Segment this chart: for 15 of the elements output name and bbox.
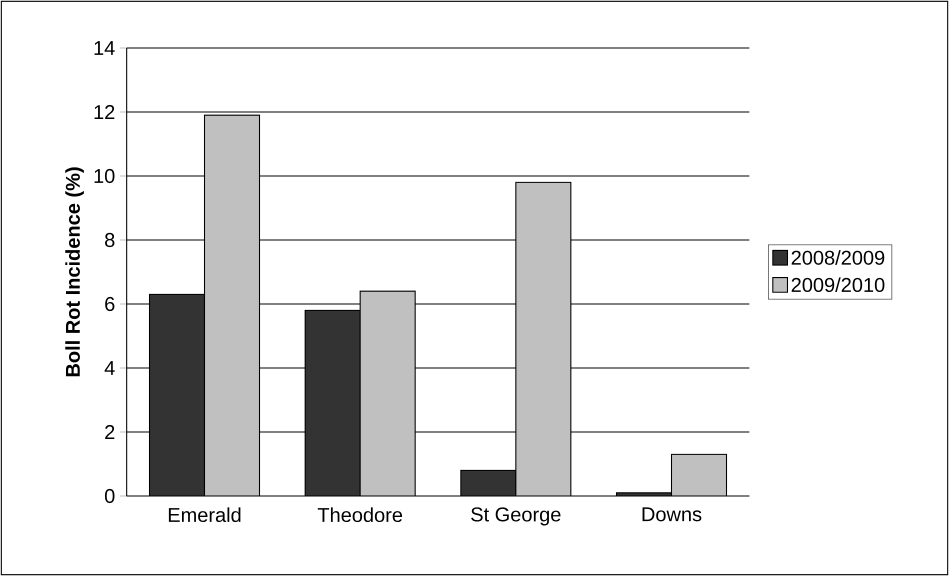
x-tick-label: St George: [471, 507, 561, 526]
x-tick-label: Theodore: [318, 507, 402, 522]
legend-label: 2008/2009: [792, 250, 884, 265]
y-axis-title: Boll Rot Incidence (%): [65, 167, 84, 376]
y-tick-label: 6: [105, 296, 114, 312]
x-tick-label: Emerald: [168, 507, 240, 522]
x-tick-label: Downs: [642, 507, 702, 522]
y-tick-label: 8: [105, 232, 114, 248]
y-tick-label: 0: [104, 488, 114, 504]
y-tick-label: 4: [104, 361, 115, 375]
y-tick-label: 2: [105, 425, 114, 439]
y-tick-label: 12: [94, 105, 114, 119]
legend-label: 2009/2010: [792, 277, 884, 292]
y-tick-label: 14: [94, 41, 115, 55]
y-tick-label: 10: [94, 168, 114, 184]
